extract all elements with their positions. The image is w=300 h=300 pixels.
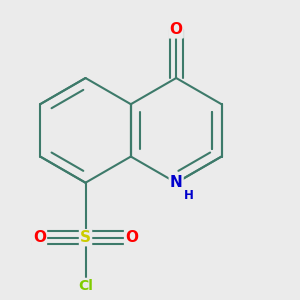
- Text: N: N: [170, 175, 182, 190]
- Text: O: O: [125, 230, 138, 245]
- Text: S: S: [80, 230, 91, 245]
- Text: O: O: [33, 230, 46, 245]
- Text: O: O: [170, 22, 183, 38]
- Text: Cl: Cl: [78, 279, 93, 293]
- Text: H: H: [184, 189, 194, 202]
